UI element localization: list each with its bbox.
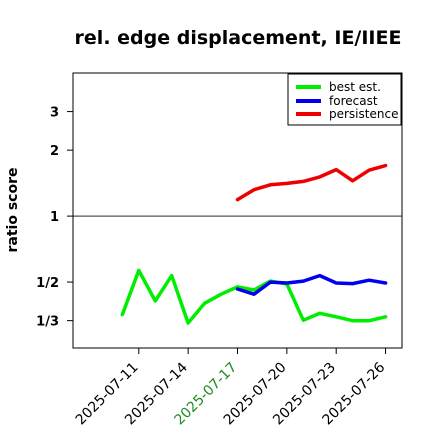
y-tick-label: 3: [50, 106, 59, 121]
legend: best est. forecast persistence: [287, 73, 402, 126]
legend-label-forecast: forecast: [329, 94, 378, 108]
chart-title: rel. edge displacement, IE/IIEE: [75, 27, 402, 49]
y-tick-label: 2: [50, 144, 59, 159]
y-tick-label: 1: [50, 210, 59, 225]
x-axis: 2025-07-112025-07-142025-07-172025-07-20…: [73, 348, 388, 428]
series-layer: [120, 163, 388, 325]
legend-label-persistence: persistence: [329, 107, 398, 121]
series-line-forecast: [235, 273, 388, 296]
series-line-persistence: [235, 163, 388, 202]
y-axis: 1/3 1/2 1 2 3: [36, 106, 73, 330]
y-axis-label: ratio score: [5, 168, 21, 253]
legend-label-best-est: best est.: [329, 80, 381, 94]
y-tick-label: 1/2: [36, 276, 59, 291]
y-tick-label: 1/3: [36, 315, 59, 330]
series-line-best-est: [120, 268, 388, 325]
